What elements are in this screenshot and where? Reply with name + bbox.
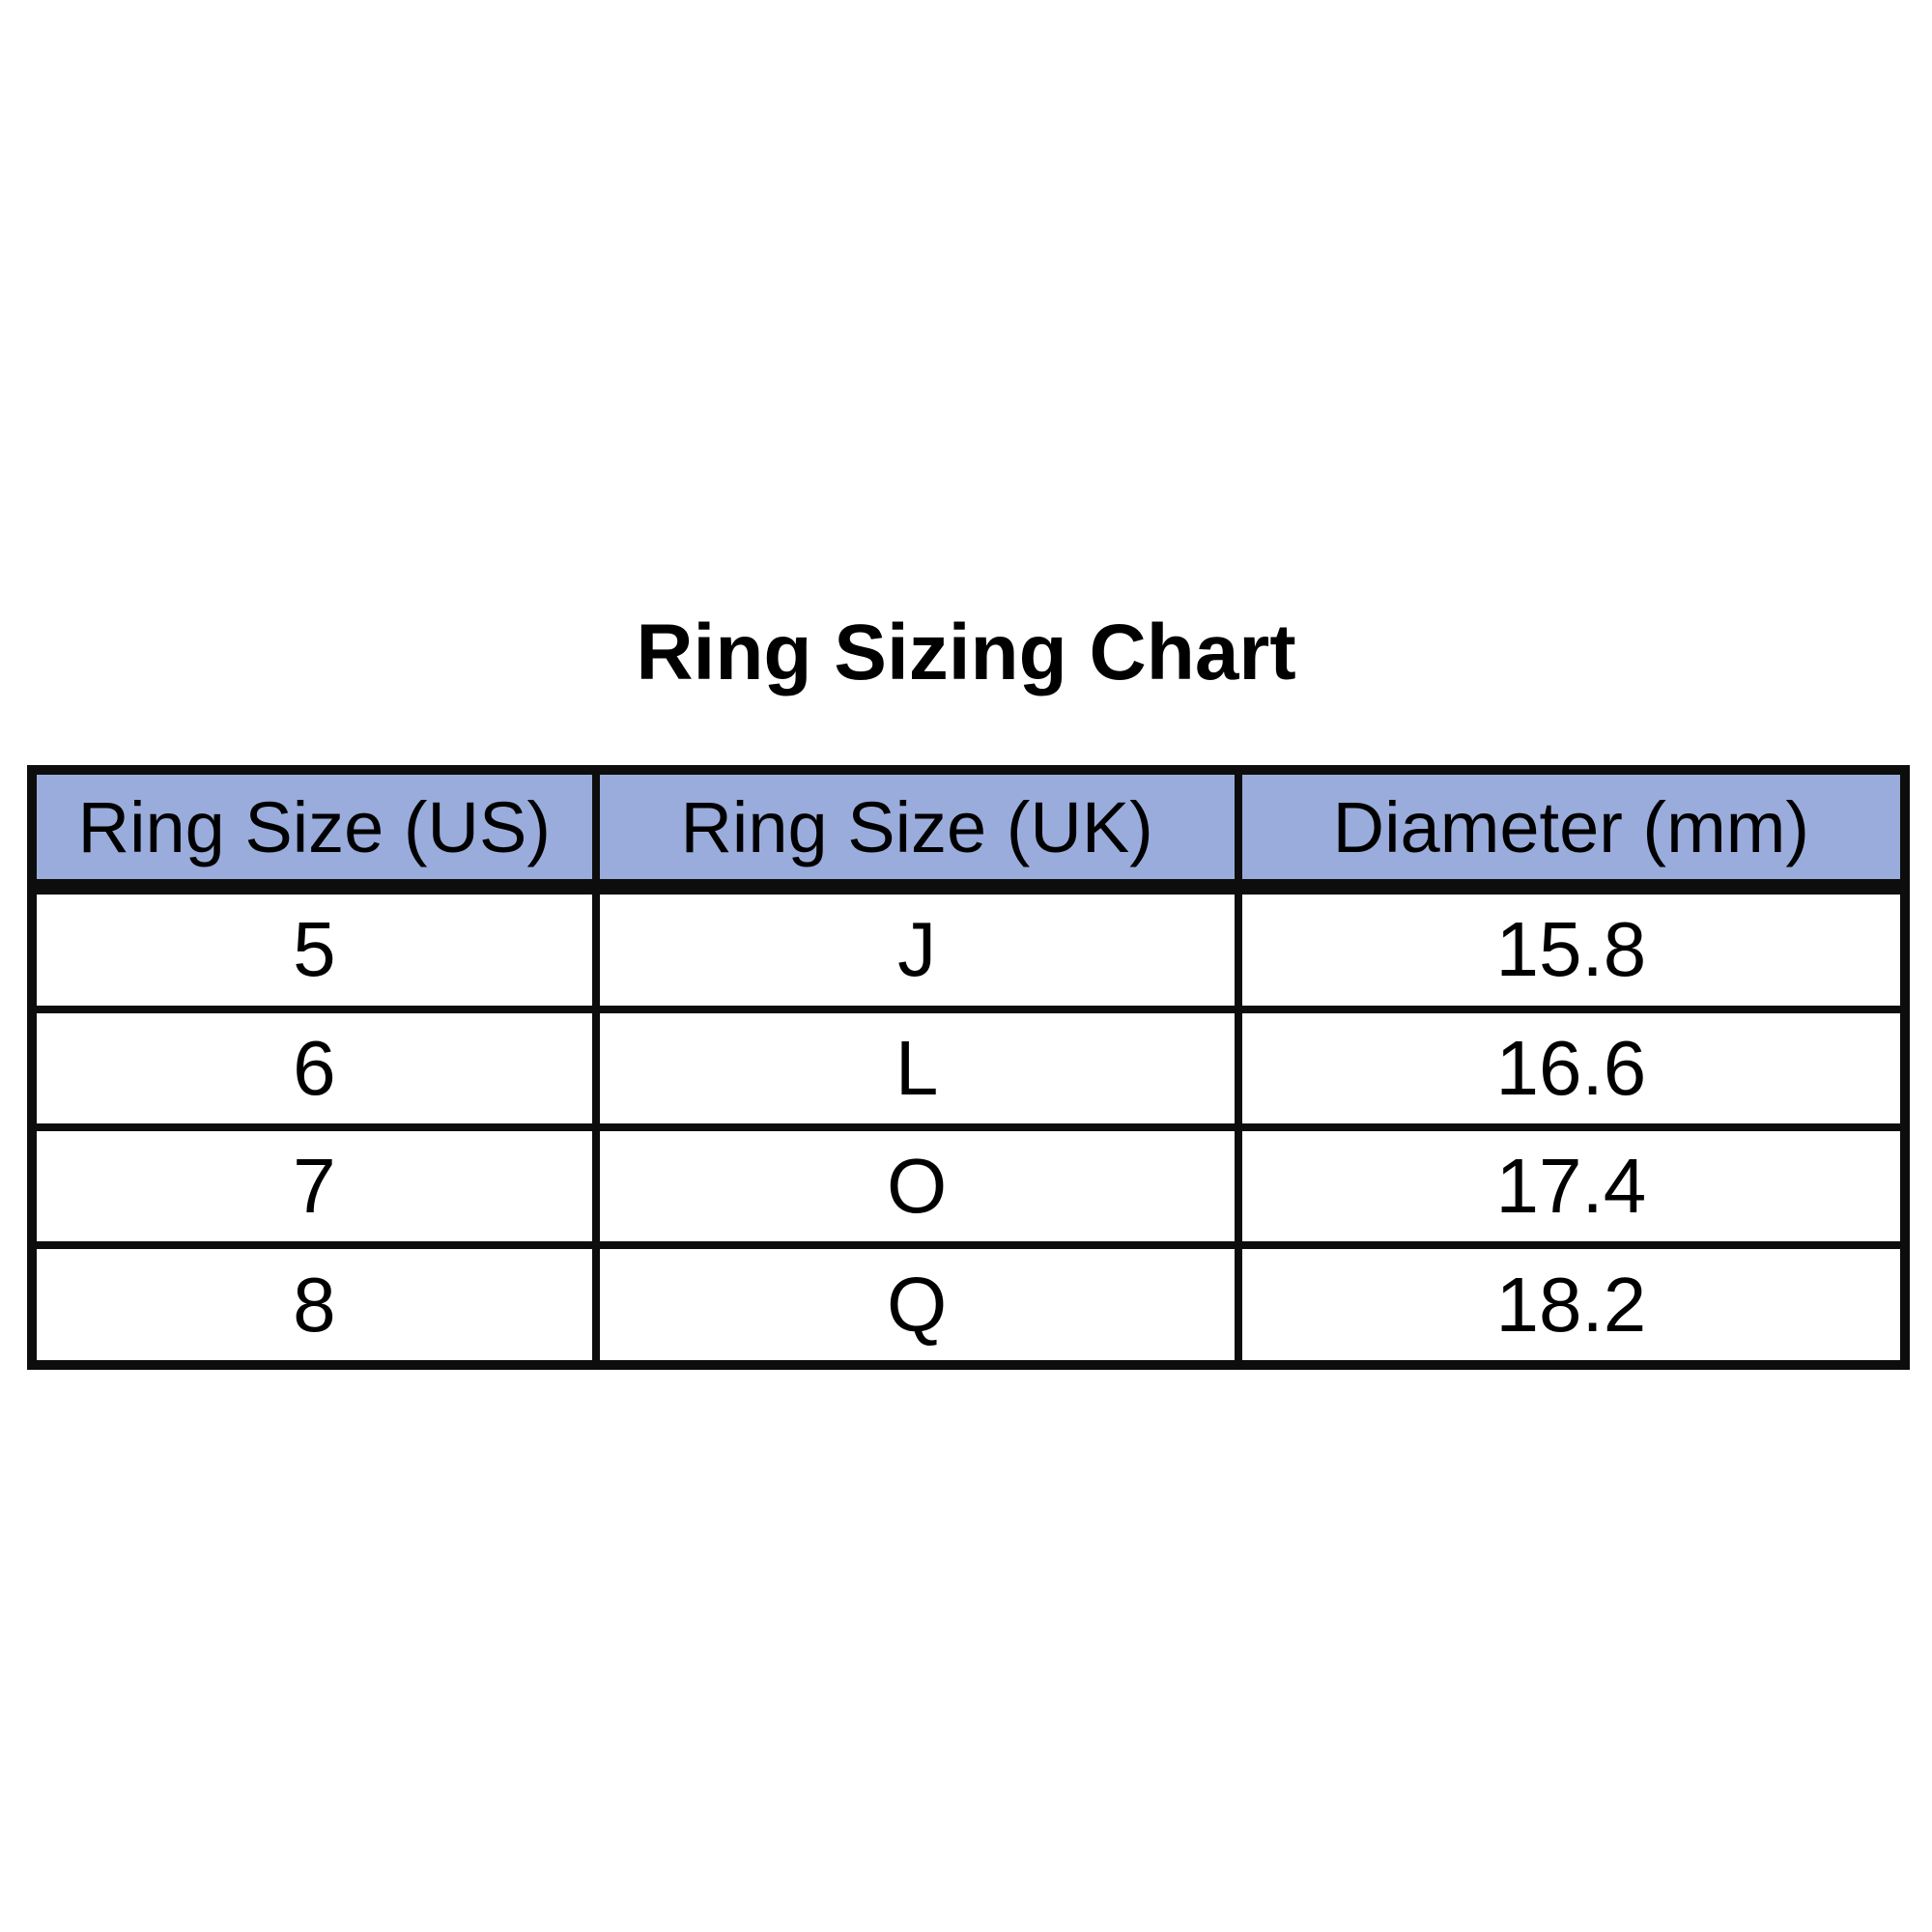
cell-us-size: 7 <box>28 1123 600 1250</box>
cell-uk-size: L <box>591 1005 1242 1132</box>
column-header-ring-size-us: Ring Size (US) <box>28 766 600 895</box>
table-row: 5 J 15.8 <box>28 883 1910 1013</box>
cell-us-size: 8 <box>28 1241 600 1369</box>
cell-us-size: 5 <box>28 883 600 1013</box>
cell-uk-size: O <box>591 1123 1242 1250</box>
page-title: Ring Sizing Chart <box>636 609 1296 696</box>
cell-diameter: 16.6 <box>1234 1005 1910 1132</box>
table-row: 7 O 17.4 <box>28 1123 1910 1250</box>
cell-diameter: 17.4 <box>1234 1123 1910 1250</box>
cell-uk-size: J <box>591 883 1242 1013</box>
header-row: Ring Size (US) Ring Size (UK) Diameter (… <box>28 766 1910 895</box>
column-header-ring-size-uk: Ring Size (UK) <box>591 766 1242 895</box>
column-header-diameter-mm: Diameter (mm) <box>1234 766 1910 895</box>
ring-sizing-table: Ring Size (US) Ring Size (UK) Diameter (… <box>27 765 1910 1370</box>
cell-diameter: 18.2 <box>1234 1241 1910 1369</box>
cell-diameter: 15.8 <box>1234 883 1910 1013</box>
table-row: 6 L 16.6 <box>28 1005 1910 1132</box>
cell-uk-size: Q <box>591 1241 1242 1369</box>
table-row: 8 Q 18.2 <box>28 1241 1910 1369</box>
cell-us-size: 6 <box>28 1005 600 1132</box>
